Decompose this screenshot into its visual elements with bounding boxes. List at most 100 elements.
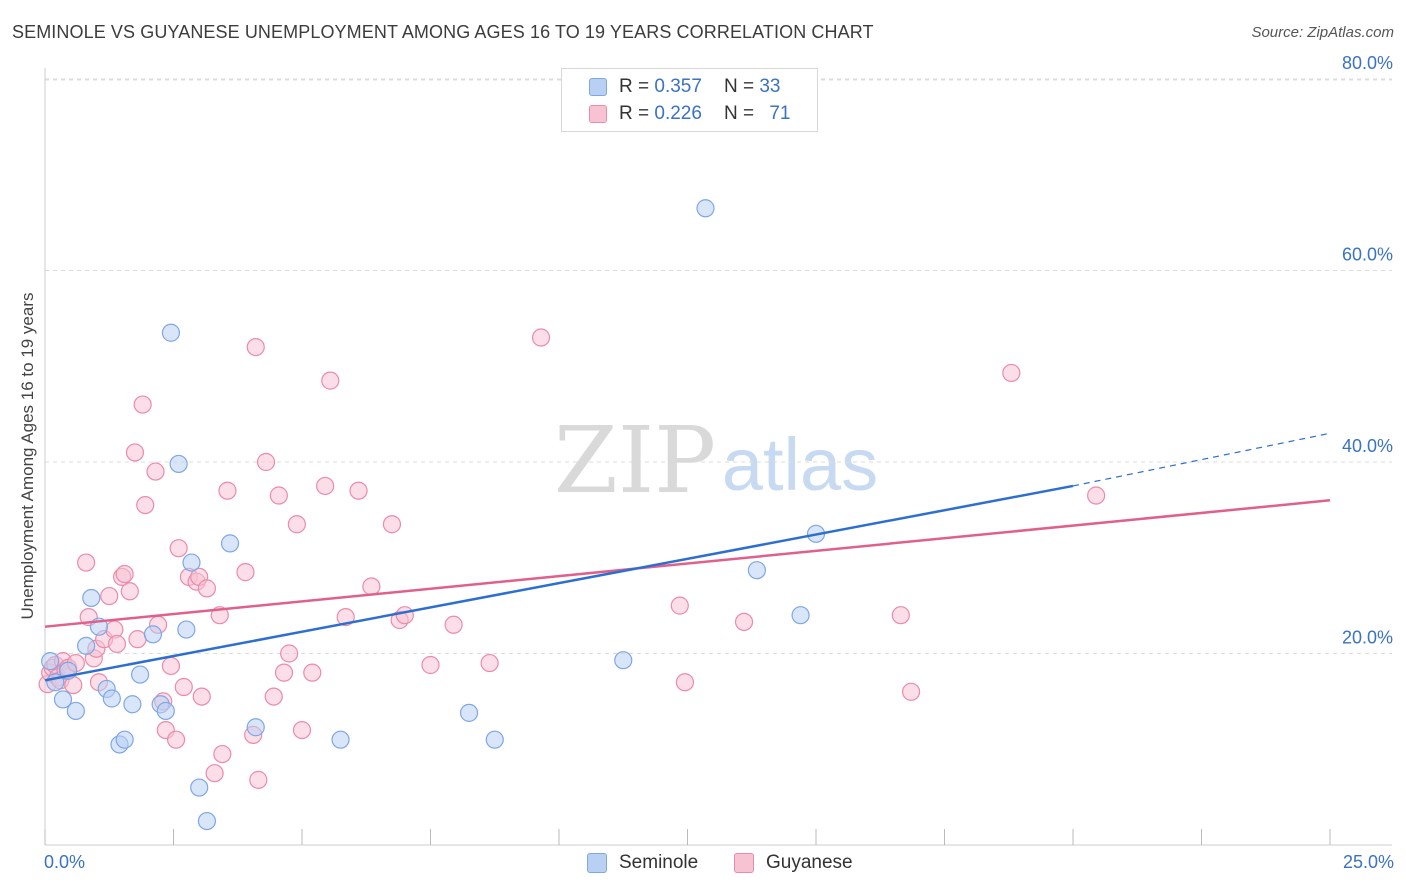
correlation-legend: R = 0.357 N = 33 R = 0.226 N = 71 <box>561 68 818 132</box>
n-value: 33 <box>759 76 781 97</box>
guyanese-point <box>197 579 217 598</box>
seminole-swatch <box>589 78 607 96</box>
seminole-point <box>41 652 60 671</box>
guyanese-point <box>264 687 283 706</box>
seminole-point <box>614 651 633 670</box>
guyanese-point <box>444 615 463 634</box>
guyanese-point <box>218 481 237 500</box>
guyanese-point <box>734 612 754 632</box>
seminole-point <box>123 695 142 714</box>
x-axis-min-label: 0.0% <box>44 852 86 872</box>
legend-item-seminole: Seminole <box>587 852 698 874</box>
seminole-point <box>53 690 73 709</box>
guyanese-point <box>166 730 186 749</box>
watermark-atlas: atlas <box>722 423 878 506</box>
seminole-point <box>190 778 209 797</box>
guyanese-trend-line <box>44 499 1331 628</box>
guyanese-point <box>382 515 402 534</box>
guyanese-point <box>269 486 288 505</box>
seminole-point <box>66 701 85 721</box>
legend-row-guyanese: R = 0.226 N = 71 <box>562 101 790 127</box>
seminole-point <box>82 588 101 608</box>
guyanese-point <box>115 564 134 584</box>
y-tick-label: 60.0% <box>1342 245 1393 265</box>
seminole-point <box>197 811 217 831</box>
guyanese-point <box>421 655 440 675</box>
guyanese-point <box>192 687 211 706</box>
guyanese-point <box>362 577 381 596</box>
seminole-point <box>696 199 715 218</box>
seminole-point <box>791 606 810 625</box>
r-label: R = <box>619 103 650 124</box>
n-label: N = <box>723 103 755 124</box>
guyanese-legend-label: Guyanese <box>766 852 853 873</box>
guyanese-point <box>531 328 551 347</box>
seminole-point <box>459 703 479 722</box>
seminole-point <box>485 730 504 749</box>
guyanese-point <box>128 630 147 649</box>
seminole-legend-label: Seminole <box>619 852 699 873</box>
series-legend: Seminole Guyanese <box>0 852 1406 878</box>
n-value: 71 <box>769 103 791 124</box>
seminole-legend-swatch <box>587 853 607 873</box>
guyanese-point <box>133 395 152 414</box>
guyanese-point <box>675 673 695 692</box>
seminole-point <box>115 730 134 749</box>
seminole-point <box>246 718 265 737</box>
seminole-point <box>161 323 181 342</box>
guyanese-point <box>480 653 499 673</box>
guyanese-point <box>280 644 299 663</box>
guyanese-point <box>249 770 268 789</box>
guyanese-point <box>901 682 921 701</box>
guyanese-legend-swatch <box>734 853 754 873</box>
guyanese-point <box>316 476 335 496</box>
guyanese-point <box>321 371 340 390</box>
guyanese-point <box>146 462 165 481</box>
seminole-point <box>143 625 163 644</box>
chart-title: SEMINOLE VS GUYANESE UNEMPLOYMENT AMONG … <box>12 22 874 42</box>
seminole-point <box>130 665 150 684</box>
seminole-point <box>77 636 96 655</box>
guyanese-swatch <box>589 105 607 123</box>
source-label: Source: ZipAtlas.com <box>1251 24 1394 41</box>
guyanese-point <box>303 663 322 682</box>
legend-item-guyanese: Guyanese <box>734 852 853 874</box>
seminole-point <box>182 553 201 572</box>
n-label: N = <box>723 76 755 97</box>
guyanese-point <box>891 606 910 625</box>
seminole-point <box>102 689 121 708</box>
y-tick-label: 40.0% <box>1342 436 1393 456</box>
guyanese-point <box>161 656 181 676</box>
guyanese-point <box>136 495 155 515</box>
guyanese-point <box>246 338 265 357</box>
r-value: 0.226 <box>654 103 702 124</box>
guyanese-point <box>174 677 193 697</box>
guyanese-point <box>169 539 188 558</box>
seminole-point <box>747 561 766 580</box>
seminole-point <box>156 701 175 721</box>
y-tick-label: 80.0% <box>1342 53 1393 73</box>
guyanese-point <box>256 452 276 472</box>
x-axis-max-label: 25.0% <box>1342 852 1394 872</box>
guyanese-point <box>107 634 127 654</box>
seminole-point <box>169 454 188 474</box>
guyanese-point <box>287 515 306 534</box>
guyanese-point <box>349 481 368 500</box>
guyanese-point <box>77 553 96 572</box>
seminole-trend-extension <box>1072 432 1331 487</box>
seminole-point <box>331 730 350 749</box>
seminole-point <box>220 534 240 553</box>
guyanese-point <box>292 720 312 740</box>
y-tick-label: 20.0% <box>1342 628 1393 648</box>
watermark-zip: ZIP <box>554 407 716 514</box>
seminole-trend-line <box>44 484 1074 682</box>
legend-row-seminole: R = 0.357 N = 33 <box>562 74 780 100</box>
guyanese-point <box>120 582 139 601</box>
guyanese-point <box>236 563 255 582</box>
guyanese-point <box>100 586 119 606</box>
r-label: R = <box>619 76 650 97</box>
guyanese-point <box>213 744 232 764</box>
guyanese-point <box>395 606 414 625</box>
guyanese-point <box>125 443 145 462</box>
